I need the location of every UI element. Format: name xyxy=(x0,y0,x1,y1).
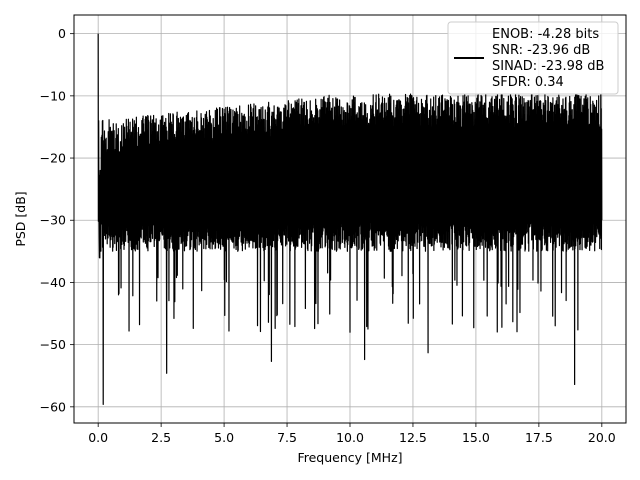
x-tick-label: 12.5 xyxy=(399,430,427,445)
psd-line xyxy=(97,33,603,405)
x-axis: 0.0 2.5 5.0 7.5 10.0 12.5 15.0 17.5 20.0 xyxy=(88,423,616,445)
legend-box xyxy=(447,21,619,95)
y-tick-label: −10 xyxy=(40,88,66,103)
legend: ENOB: -4.28 bits SNR: -23.96 dB SINAD: -… xyxy=(447,21,619,95)
x-tick-label: 20.0 xyxy=(588,430,616,445)
x-tick-label: 2.5 xyxy=(151,430,171,445)
x-tick-label: 17.5 xyxy=(525,430,553,445)
legend-snr: SNR: -23.96 dB xyxy=(492,43,590,58)
x-tick-label: 10.0 xyxy=(336,430,364,445)
y-tick-label: −20 xyxy=(40,151,66,166)
y-tick-label: −40 xyxy=(40,275,66,290)
x-tick-label: 7.5 xyxy=(277,430,297,445)
y-tick-label: −50 xyxy=(40,337,66,352)
x-tick-label: 0.0 xyxy=(88,430,108,445)
legend-sinad: SINAD: -23.98 dB xyxy=(492,59,604,74)
y-axis: 0 −10 −20 −30 −40 −50 −60 xyxy=(40,26,74,414)
y-axis-label: PSD [dB] xyxy=(13,191,28,246)
y-tick-label: 0 xyxy=(58,26,66,41)
x-tick-label: 5.0 xyxy=(214,430,234,445)
y-tick-label: −30 xyxy=(40,213,66,228)
x-tick-label: 15.0 xyxy=(462,430,490,445)
y-tick-label: −60 xyxy=(40,399,66,414)
psd-series xyxy=(97,33,603,405)
legend-sfdr: SFDR: 0.34 xyxy=(492,75,564,90)
legend-enob: ENOB: -4.28 bits xyxy=(492,27,599,42)
x-axis-label: Frequency [MHz] xyxy=(297,450,402,465)
